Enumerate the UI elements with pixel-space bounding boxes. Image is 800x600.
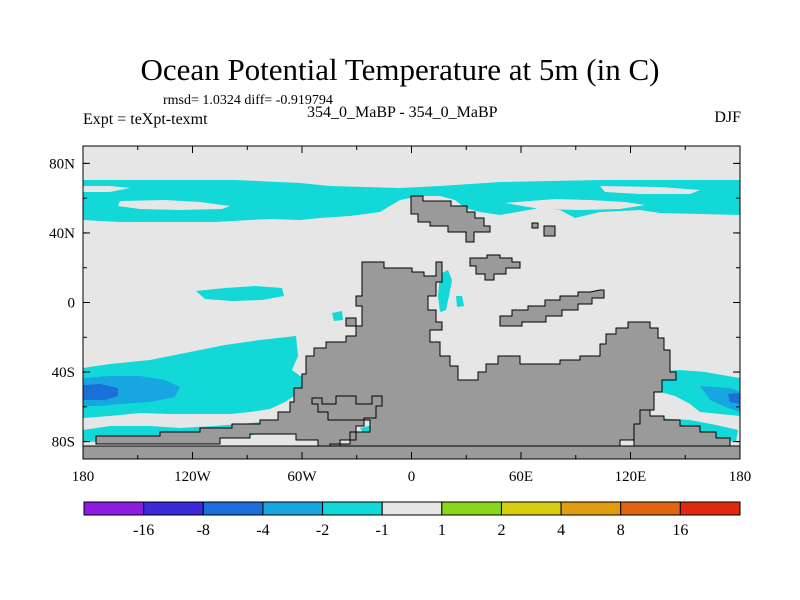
south-anomaly-band: [654, 370, 740, 416]
land-northern-continent: [410, 195, 491, 243]
y-tick-label: 80S: [52, 435, 75, 451]
y-tick-label: 0: [68, 296, 76, 312]
stats-line: rmsd= 1.0324 diff= -0.919794: [163, 93, 333, 108]
colorbar-label: 8: [617, 522, 625, 539]
colorbar-swatch: [620, 501, 681, 516]
south-strong-anomaly: [700, 386, 740, 412]
colorbar-label: -2: [316, 522, 329, 539]
x-tick-label: 120W: [174, 469, 212, 485]
x-tick-label: 60W: [287, 469, 317, 485]
land-central-north-block: [469, 254, 521, 281]
colorbar-swatch: [679, 501, 741, 516]
north-anomaly-band: [83, 180, 740, 222]
tropical-anomaly-patch: [196, 286, 284, 301]
colorbar: -16 -8 -4 -2 -1 1 2 4 8 16: [83, 501, 741, 539]
land-eastern-arc: [499, 289, 605, 327]
tropical-anomaly-patch: [332, 311, 343, 321]
colorbar-label: 16: [672, 522, 688, 539]
colorbar-swatch: [322, 501, 383, 516]
x-tick-label: 180: [72, 469, 95, 485]
land-small-island: [531, 222, 539, 229]
experiment-label: Expt = teXpt-texmt: [83, 111, 208, 128]
colorbar-label: 1: [438, 522, 446, 539]
colorbar-swatch: [83, 501, 145, 516]
colorbar-label: -1: [376, 522, 389, 539]
north-band-gap: [83, 186, 130, 192]
colorbar-swatch: [262, 501, 324, 516]
colorbar-swatch: [500, 501, 562, 516]
colorbar-swatch: [381, 501, 443, 516]
land-antarctic-east: [633, 409, 731, 447]
land-small-island: [345, 317, 357, 327]
y-tick-label: 40N: [49, 226, 75, 242]
season-label: DJF: [714, 109, 741, 126]
period-label: 354_0_MaBP - 354_0_MaBP: [307, 104, 498, 121]
colorbar-swatch: [441, 501, 502, 516]
tropical-anomaly-patch: [456, 296, 464, 307]
x-tick-label: 0: [408, 469, 416, 485]
x-axis: 180 120W 60W 0 60E 120E 180: [72, 146, 752, 485]
y-axis: 80N 40N 0 40S 80S: [49, 156, 740, 451]
y-tick-label: 80N: [49, 156, 75, 172]
y-tick-label: 40S: [52, 365, 75, 381]
south-strong-anomaly: [83, 384, 118, 400]
north-band-gap: [600, 186, 700, 194]
north-band-gap: [118, 200, 230, 210]
chart-title: Ocean Potential Temperature at 5m (in C): [140, 52, 660, 87]
colorbar-label: -4: [256, 522, 269, 539]
colorbar-label: -16: [133, 522, 154, 539]
x-tick-label: 60E: [509, 469, 533, 485]
colorbar-label: 2: [497, 522, 505, 539]
colorbar-swatch: [202, 501, 264, 516]
x-tick-label: 180: [729, 469, 752, 485]
colorbar-swatch: [143, 501, 204, 516]
land-northeast-block: [543, 225, 556, 237]
colorbar-label: -8: [197, 522, 210, 539]
x-tick-label: 120E: [615, 469, 647, 485]
colorbar-swatch: [560, 501, 622, 516]
north-band-gap: [505, 199, 645, 210]
south-strong-anomaly: [728, 393, 740, 404]
colorbar-label: 4: [557, 522, 565, 539]
land-main-continent: [95, 261, 677, 459]
